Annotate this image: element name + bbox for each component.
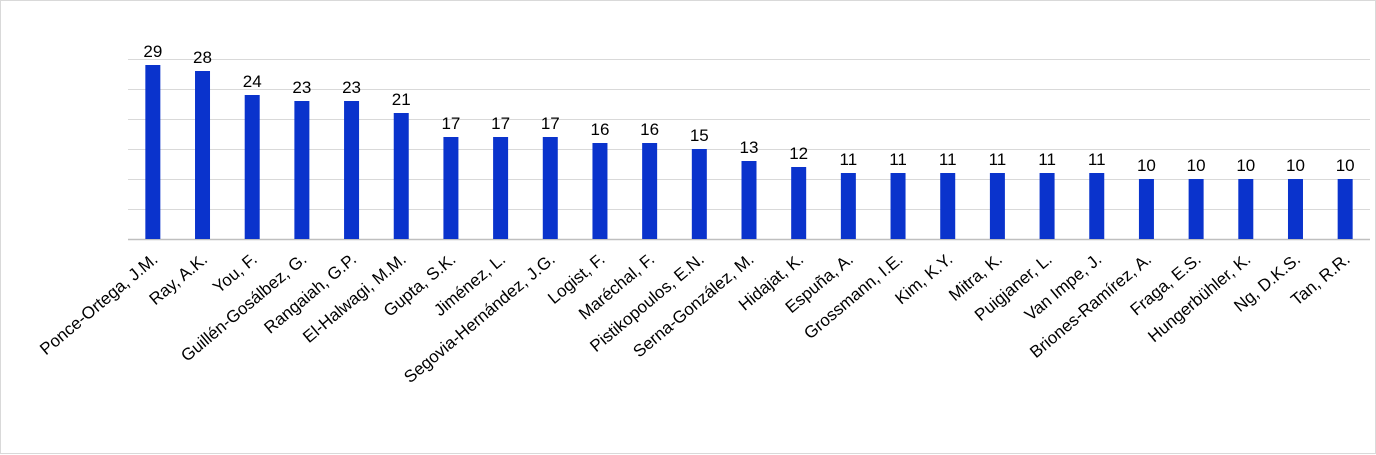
bar	[145, 65, 161, 239]
bar	[542, 137, 558, 239]
bar	[1138, 179, 1154, 239]
bar	[1039, 173, 1055, 239]
bar	[493, 137, 509, 239]
data-label: 12	[789, 144, 808, 163]
data-label: 16	[590, 120, 609, 139]
bar	[1287, 179, 1303, 239]
data-label: 11	[989, 150, 1007, 169]
data-label: 28	[193, 48, 212, 67]
data-label: 11	[939, 150, 957, 169]
data-label: 17	[441, 114, 460, 133]
bar	[989, 173, 1005, 239]
bar	[393, 113, 409, 239]
bar	[691, 149, 707, 239]
data-label: 11	[1088, 150, 1106, 169]
data-label: 29	[143, 42, 162, 61]
bar	[741, 161, 757, 239]
bar	[940, 173, 956, 239]
bar	[294, 101, 310, 239]
bar	[1188, 179, 1204, 239]
bar	[642, 143, 658, 239]
data-label: 10	[1187, 156, 1206, 175]
data-label: 11	[1038, 150, 1056, 169]
data-label: 10	[1137, 156, 1156, 175]
bar	[195, 71, 211, 239]
bar	[244, 95, 260, 239]
bar	[1238, 179, 1254, 239]
bar	[443, 137, 459, 239]
data-label: 10	[1336, 156, 1355, 175]
bar	[791, 167, 807, 239]
data-label: 11	[840, 150, 858, 169]
bar	[592, 143, 608, 239]
data-label: 16	[640, 120, 659, 139]
data-label: 23	[342, 78, 361, 97]
x-tick-label: Ponce-Ortega, J.M.	[36, 250, 161, 359]
data-label: 17	[541, 114, 560, 133]
data-label: 24	[243, 72, 262, 91]
data-label: 17	[491, 114, 510, 133]
data-label: 21	[392, 90, 411, 109]
bar	[840, 173, 856, 239]
data-label: 11	[889, 150, 907, 169]
bar	[1337, 179, 1353, 239]
bar	[344, 101, 360, 239]
data-label: 15	[690, 126, 709, 145]
bar	[1089, 173, 1105, 239]
data-label: 10	[1286, 156, 1305, 175]
data-label: 10	[1236, 156, 1255, 175]
data-label: 13	[740, 138, 759, 157]
bar	[890, 173, 906, 239]
data-label: 23	[292, 78, 311, 97]
